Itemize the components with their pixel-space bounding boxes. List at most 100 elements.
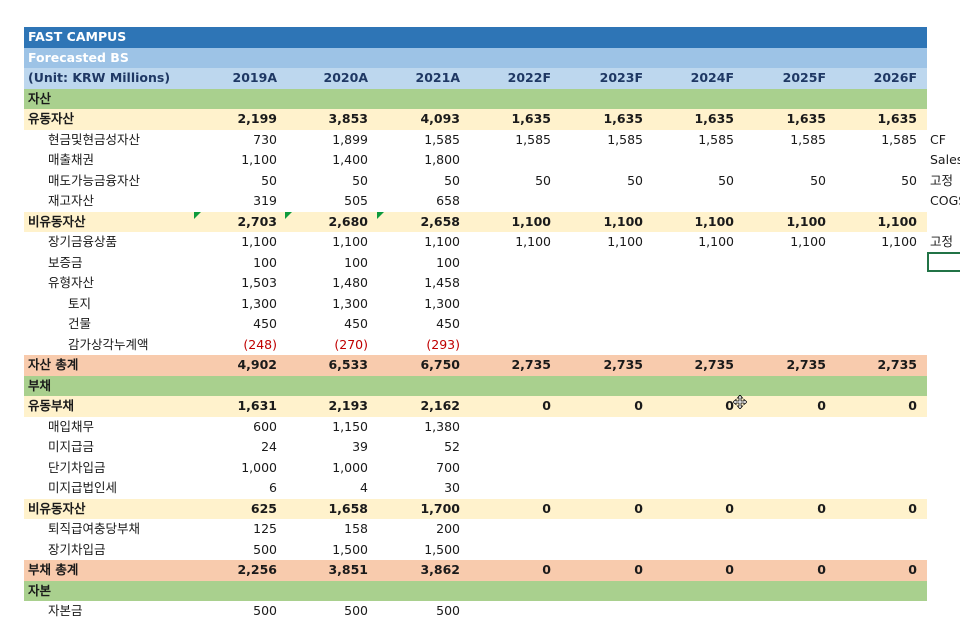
value-cell[interactable] [831, 601, 917, 622]
value-cell[interactable]: 1,100 [694, 213, 734, 229]
value-cell[interactable]: 1,300 [424, 295, 460, 311]
value-cell[interactable] [557, 376, 643, 397]
value-cell[interactable]: 2,162 [420, 398, 460, 413]
value-cell[interactable] [557, 191, 643, 212]
value-cell[interactable]: 50 [261, 172, 277, 188]
value-cell[interactable]: 4 [360, 480, 368, 495]
value-cell[interactable]: 1,100 [603, 213, 643, 229]
value-cell[interactable]: 1,100 [790, 234, 826, 249]
value-cell[interactable]: 2,735 [877, 357, 917, 372]
value-cell[interactable] [465, 314, 551, 335]
value-cell[interactable] [557, 314, 643, 335]
year-header[interactable]: 2025F [782, 70, 826, 85]
table-row[interactable]: 비유동자산 2,703 2,680 2,658 1,100 1,100 1,100 1,100… [24, 211, 960, 232]
table-row[interactable]: 자본 [24, 580, 960, 602]
value-cell[interactable]: 100 [253, 254, 277, 270]
value-cell[interactable]: 2,703 [237, 213, 277, 229]
unit-label[interactable]: (Unit: KRW Millions) [28, 70, 171, 85]
value-cell[interactable]: 0 [817, 562, 826, 577]
value-cell[interactable] [831, 519, 917, 540]
row-label[interactable]: 단기차입금 [48, 459, 106, 475]
value-cell[interactable] [465, 540, 551, 561]
value-cell[interactable] [465, 458, 551, 479]
value-cell[interactable]: 1,100 [332, 234, 368, 249]
value-cell[interactable]: 600 [253, 418, 277, 434]
value-cell[interactable]: 1,585 [881, 131, 917, 147]
value-cell[interactable] [557, 581, 643, 602]
value-cell[interactable]: 0 [725, 562, 734, 577]
value-cell[interactable] [831, 581, 917, 602]
value-cell[interactable] [740, 191, 826, 212]
value-cell[interactable]: 50 [627, 172, 643, 188]
value-cell[interactable] [191, 376, 277, 397]
value-cell[interactable]: 50 [535, 172, 551, 188]
row-label[interactable]: 건물 [68, 316, 92, 331]
value-cell[interactable] [557, 273, 643, 294]
row-label[interactable]: 자본 [28, 582, 52, 598]
row-label[interactable]: 매출채권 [48, 152, 95, 167]
value-cell[interactable]: 0 [725, 500, 734, 516]
side-note-inventory[interactable]: COGS [930, 193, 960, 208]
value-cell[interactable]: 505 [344, 193, 368, 208]
value-cell[interactable] [740, 335, 826, 356]
value-cell[interactable]: 50 [901, 172, 917, 188]
value-cell[interactable]: 1,000 [241, 459, 277, 475]
value-cell[interactable] [557, 540, 643, 561]
value-cell[interactable]: 100 [344, 254, 368, 270]
value-cell[interactable]: 0 [908, 398, 917, 413]
row-label[interactable]: 자산 [28, 90, 52, 106]
value-cell[interactable] [831, 314, 917, 335]
row-label[interactable]: 퇴직급여충당부채 [48, 521, 141, 536]
value-cell[interactable] [648, 601, 734, 622]
value-cell[interactable]: 1,585 [424, 131, 460, 147]
value-cell[interactable]: 1,500 [332, 541, 368, 557]
value-cell[interactable] [557, 89, 643, 110]
value-cell[interactable] [648, 89, 734, 110]
value-cell[interactable]: 1,503 [241, 275, 277, 290]
value-cell[interactable] [648, 376, 734, 397]
value-cell[interactable]: 4,093 [420, 111, 460, 126]
value-cell[interactable] [740, 273, 826, 294]
value-cell[interactable] [740, 150, 826, 171]
value-cell[interactable]: 1,635 [694, 111, 734, 126]
value-cell[interactable] [648, 581, 734, 602]
value-cell[interactable]: 125 [253, 521, 277, 536]
value-cell[interactable] [740, 253, 826, 274]
table-row[interactable]: 토지 1,300 1,300 1,300 [24, 294, 960, 315]
value-cell[interactable]: 1,585 [607, 131, 643, 147]
value-cell[interactable]: 1,100 [881, 234, 917, 249]
value-cell[interactable] [831, 150, 917, 171]
value-cell[interactable]: 0 [542, 500, 551, 516]
row-label[interactable]: 비유동자산 [28, 213, 86, 229]
value-cell[interactable]: 0 [634, 500, 643, 516]
value-cell[interactable] [648, 540, 734, 561]
value-cell[interactable] [557, 458, 643, 479]
table-row[interactable]: 건물 450 450 450 [24, 314, 960, 335]
value-cell[interactable] [557, 253, 643, 274]
value-cell[interactable]: 1,700 [420, 500, 460, 516]
value-cell[interactable] [557, 437, 643, 458]
value-cell[interactable] [465, 273, 551, 294]
value-cell[interactable] [648, 458, 734, 479]
year-header[interactable]: 2020A [323, 70, 368, 85]
year-header[interactable]: 2022F [507, 70, 551, 85]
value-cell[interactable]: 700 [436, 459, 460, 475]
value-cell[interactable]: 1,500 [424, 541, 460, 557]
value-cell[interactable]: 1,100 [241, 152, 277, 167]
value-cell[interactable] [465, 417, 551, 438]
value-cell[interactable] [740, 89, 826, 110]
row-label[interactable]: 재고자산 [48, 193, 95, 208]
value-cell[interactable]: 50 [352, 172, 368, 188]
value-cell[interactable] [557, 417, 643, 438]
value-cell[interactable]: 1,100 [607, 234, 643, 249]
value-cell[interactable]: 1,300 [241, 295, 277, 311]
value-cell[interactable] [648, 273, 734, 294]
value-cell[interactable]: 1,899 [332, 131, 368, 147]
year-header[interactable]: 2019A [232, 70, 277, 85]
value-cell[interactable] [191, 581, 277, 602]
selected-cell[interactable] [927, 252, 960, 272]
value-cell[interactable] [374, 581, 460, 602]
table-row[interactable]: 보증금 100 100 100 [24, 253, 960, 274]
value-cell[interactable]: 1,585 [790, 131, 826, 147]
company-name[interactable]: FAST CAMPUS [28, 29, 127, 44]
